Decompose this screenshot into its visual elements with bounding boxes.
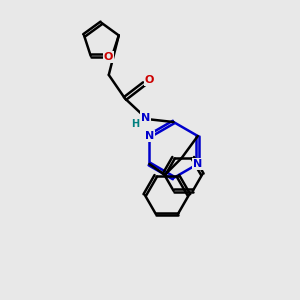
- Text: N: N: [141, 112, 150, 123]
- Text: O: O: [104, 52, 113, 62]
- Text: O: O: [145, 75, 154, 85]
- Text: N: N: [193, 159, 203, 169]
- Text: N: N: [145, 131, 154, 141]
- Text: H: H: [130, 119, 139, 129]
